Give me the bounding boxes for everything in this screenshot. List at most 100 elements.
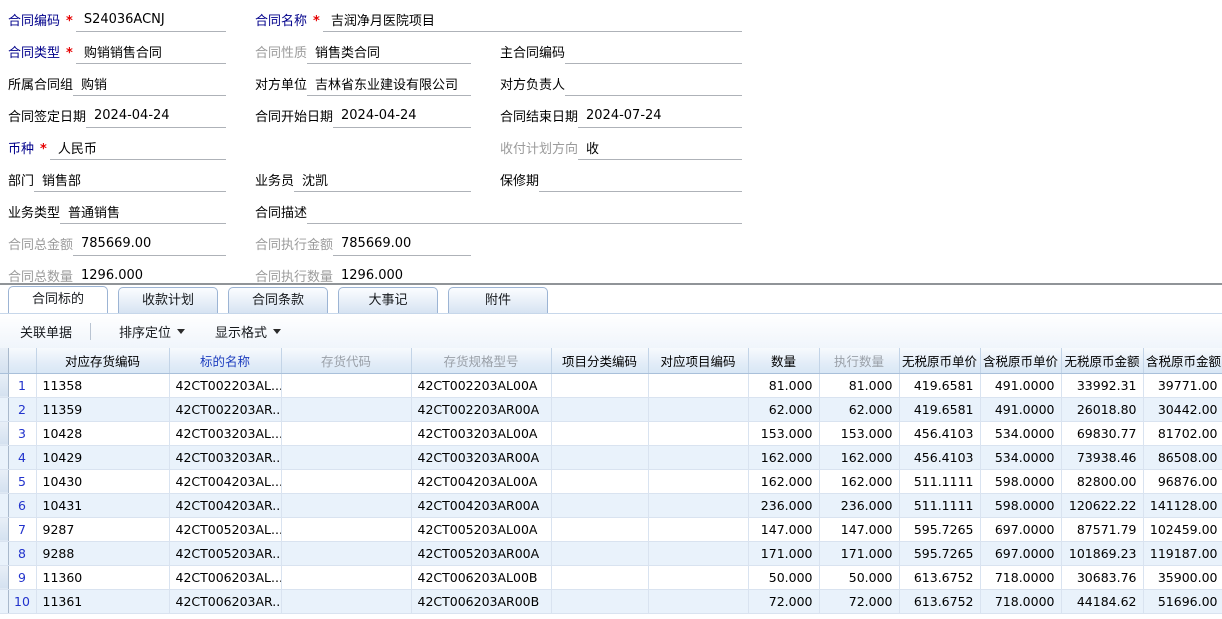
cell-inventory-code[interactable]: 11361 [36, 589, 170, 614]
col-header-amount-no-tax[interactable]: 无税原币金额 [1061, 348, 1144, 374]
cell-spec-model[interactable]: 42CT006203AL00B [411, 565, 552, 590]
row-number[interactable]: 8 [8, 541, 37, 566]
cell-item-name[interactable]: 42CT006203AR... [169, 589, 282, 614]
cell-amount-with-tax[interactable]: 86508.00 [1143, 445, 1222, 470]
cell-price-no-tax[interactable]: 511.1111 [899, 493, 981, 518]
main-contract-code-input[interactable] [565, 44, 742, 64]
contract-name-input[interactable]: 吉润净月医院项目 [322, 10, 742, 32]
cell-amount-with-tax[interactable]: 96876.00 [1143, 469, 1222, 494]
cell-quantity[interactable]: 153.000 [748, 421, 820, 446]
col-header-executed-quantity[interactable]: 执行数量 [819, 348, 900, 374]
cell-quantity[interactable]: 81.000 [748, 373, 820, 398]
cell-amount-with-tax[interactable]: 35900.00 [1143, 565, 1222, 590]
cell-amount-no-tax[interactable]: 73938.46 [1061, 445, 1144, 470]
cell-price-with-tax[interactable]: 718.0000 [980, 565, 1062, 590]
cell-spec-model[interactable]: 42CT004203AR00A [411, 493, 552, 518]
cell-inventory-code[interactable]: 10431 [36, 493, 170, 518]
cell-price-with-tax[interactable]: 718.0000 [980, 589, 1062, 614]
row-number[interactable]: 5 [8, 469, 37, 494]
col-header-quantity[interactable]: 数量 [748, 348, 820, 374]
business-type-input[interactable]: 普通销售 [60, 202, 226, 224]
related-documents-button[interactable]: 关联单据 [10, 322, 82, 341]
col-header-item-name[interactable]: 标的名称 [169, 348, 282, 374]
cell-quantity[interactable]: 162.000 [748, 445, 820, 470]
cell-quantity[interactable]: 236.000 [748, 493, 820, 518]
cell-inventory-code[interactable]: 10428 [36, 421, 170, 446]
row-number[interactable]: 7 [8, 517, 37, 542]
cell-item-name[interactable]: 42CT003203AR... [169, 445, 282, 470]
row-number[interactable]: 2 [8, 397, 37, 422]
cell-item-name[interactable]: 42CT002203AL... [169, 373, 282, 398]
cell-inventory-code[interactable]: 11360 [36, 565, 170, 590]
cell-project-code[interactable] [648, 517, 749, 542]
cell-stock-code[interactable] [281, 373, 412, 398]
cell-amount-with-tax[interactable]: 51696.00 [1143, 589, 1222, 614]
cell-amount-with-tax[interactable]: 30442.00 [1143, 397, 1222, 422]
start-date-input[interactable]: 2024-04-24 [333, 108, 471, 128]
cell-quantity[interactable]: 162.000 [748, 469, 820, 494]
cell-stock-code[interactable] [281, 589, 412, 614]
cell-item-name[interactable]: 42CT002203AR... [169, 397, 282, 422]
contract-group-input[interactable]: 购销 [73, 74, 226, 96]
cell-amount-no-tax[interactable]: 33992.31 [1061, 373, 1144, 398]
cell-price-with-tax[interactable]: 598.0000 [980, 493, 1062, 518]
counterparty-unit-input[interactable]: 吉林省东业建设有限公司 [307, 74, 471, 96]
department-input[interactable]: 销售部 [34, 170, 226, 192]
tab-collection-plan[interactable]: 收款计划 [118, 287, 218, 313]
cell-executed-quantity[interactable]: 236.000 [819, 493, 900, 518]
cell-project-code[interactable] [648, 373, 749, 398]
counterparty-contact-input[interactable] [565, 76, 742, 96]
contract-type-input[interactable]: 购销销售合同 [75, 42, 226, 64]
cell-project-class-code[interactable] [551, 541, 649, 566]
cell-executed-quantity[interactable]: 147.000 [819, 517, 900, 542]
cell-price-no-tax[interactable]: 456.4103 [899, 421, 981, 446]
col-header-price-with-tax[interactable]: 含税原币单价 [980, 348, 1062, 374]
cell-spec-model[interactable]: 42CT006203AR00B [411, 589, 552, 614]
cell-price-with-tax[interactable]: 491.0000 [980, 373, 1062, 398]
cell-project-code[interactable] [648, 589, 749, 614]
cell-spec-model[interactable]: 42CT003203AR00A [411, 445, 552, 470]
cell-project-code[interactable] [648, 421, 749, 446]
col-header-spec-model[interactable]: 存货规格型号 [411, 348, 552, 374]
cell-project-class-code[interactable] [551, 517, 649, 542]
cell-stock-code[interactable] [281, 541, 412, 566]
end-date-input[interactable]: 2024-07-24 [578, 108, 742, 128]
row-number[interactable]: 6 [8, 493, 37, 518]
cell-amount-no-tax[interactable]: 26018.80 [1061, 397, 1144, 422]
cell-amount-no-tax[interactable]: 69830.77 [1061, 421, 1144, 446]
cell-item-name[interactable]: 42CT004203AR... [169, 493, 282, 518]
cell-stock-code[interactable] [281, 421, 412, 446]
col-header-price-no-tax[interactable]: 无税原币单价 [899, 348, 981, 374]
tab-contract-items[interactable]: 合同标的 [8, 286, 108, 313]
cell-amount-with-tax[interactable]: 81702.00 [1143, 421, 1222, 446]
cell-quantity[interactable]: 50.000 [748, 565, 820, 590]
cell-project-class-code[interactable] [551, 445, 649, 470]
cell-item-name[interactable]: 42CT005203AR... [169, 541, 282, 566]
row-number[interactable]: 3 [8, 421, 37, 446]
cell-executed-quantity[interactable]: 162.000 [819, 469, 900, 494]
cell-inventory-code[interactable]: 11359 [36, 397, 170, 422]
cell-amount-no-tax[interactable]: 82800.00 [1061, 469, 1144, 494]
tab-contract-terms[interactable]: 合同条款 [228, 287, 328, 313]
cell-item-name[interactable]: 42CT006203AL... [169, 565, 282, 590]
cell-spec-model[interactable]: 42CT004203AL00A [411, 469, 552, 494]
salesperson-input[interactable]: 沈凯 [294, 170, 471, 192]
cell-amount-with-tax[interactable]: 39771.00 [1143, 373, 1222, 398]
cell-project-code[interactable] [648, 541, 749, 566]
cell-executed-quantity[interactable]: 171.000 [819, 541, 900, 566]
cell-price-no-tax[interactable]: 419.6581 [899, 397, 981, 422]
cell-inventory-code[interactable]: 10429 [36, 445, 170, 470]
cell-price-no-tax[interactable]: 613.6752 [899, 565, 981, 590]
row-number[interactable]: 4 [8, 445, 37, 470]
cell-stock-code[interactable] [281, 517, 412, 542]
cell-executed-quantity[interactable]: 72.000 [819, 589, 900, 614]
cell-inventory-code[interactable]: 9287 [36, 517, 170, 542]
cell-spec-model[interactable]: 42CT003203AL00A [411, 421, 552, 446]
cell-price-no-tax[interactable]: 419.6581 [899, 373, 981, 398]
cell-executed-quantity[interactable]: 162.000 [819, 445, 900, 470]
cell-price-with-tax[interactable]: 534.0000 [980, 421, 1062, 446]
cell-project-code[interactable] [648, 397, 749, 422]
cell-price-no-tax[interactable]: 511.1111 [899, 469, 981, 494]
cell-price-no-tax[interactable]: 595.7265 [899, 541, 981, 566]
cell-inventory-code[interactable]: 9288 [36, 541, 170, 566]
